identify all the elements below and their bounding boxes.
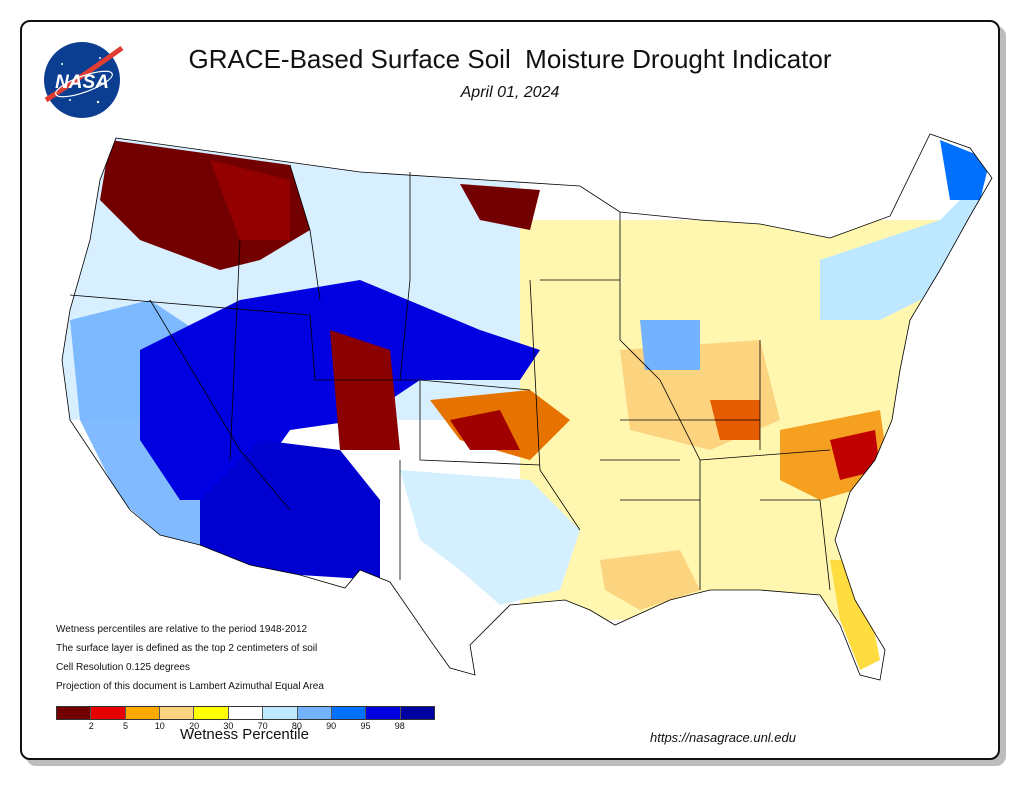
legend-swatch — [194, 707, 229, 719]
legend-tick-label: 95 — [360, 721, 371, 731]
legend-swatch — [263, 707, 298, 719]
nasa-logo-text: NASA — [55, 72, 109, 93]
legend-tick-label: 90 — [326, 721, 337, 731]
legend-swatch — [400, 707, 434, 719]
note-reference-period: Wetness percentiles are relative to the … — [56, 624, 308, 635]
legend-tick-label: 98 — [394, 721, 405, 731]
legend-title: Wetness Percentile — [180, 726, 309, 743]
legend-tick-label: 30 — [223, 721, 234, 731]
legend-swatch — [57, 707, 92, 719]
map-notes: Wetness percentiles are relative to the … — [56, 620, 324, 696]
legend-tick-label: 5 — [123, 721, 129, 731]
legend-swatch — [366, 707, 401, 719]
legend-swatch — [91, 707, 126, 719]
legend-swatch — [125, 707, 161, 719]
legend-tick-label: 10 — [154, 721, 165, 731]
legend-swatch — [160, 707, 195, 719]
state-boundaries — [61, 133, 993, 681]
color-legend: 2 5 10 20 30 70 80 90 95 98 Wetness Percentile — [56, 706, 435, 743]
legend-swatch — [297, 707, 332, 719]
source-url: https://nasagrace.unl.edu — [650, 730, 796, 745]
legend-color-bar — [56, 706, 435, 720]
us-drought-map — [61, 133, 993, 681]
legend-tick-label: 70 — [257, 721, 268, 731]
legend-tick-label: 2 — [88, 721, 94, 731]
legend-swatch — [331, 707, 367, 719]
note-cell-resolution: Cell Resolution 0.125 degrees — [56, 662, 190, 673]
legend-tick-label: 80 — [291, 721, 302, 731]
legend-ticks: 2 5 10 20 30 70 80 90 95 98 — [56, 720, 435, 732]
map-title: GRACE-Based Surface Soil Moisture Drough… — [188, 44, 832, 74]
note-surface-layer: The surface layer is defined as the top … — [56, 643, 318, 654]
note-projection: Projection of this document is Lambert A… — [56, 681, 324, 692]
nasa-logo: NASA — [44, 42, 124, 118]
legend-tick-label: 20 — [189, 721, 200, 731]
map-date: April 01, 2024 — [460, 84, 560, 101]
legend-swatch — [228, 707, 264, 719]
